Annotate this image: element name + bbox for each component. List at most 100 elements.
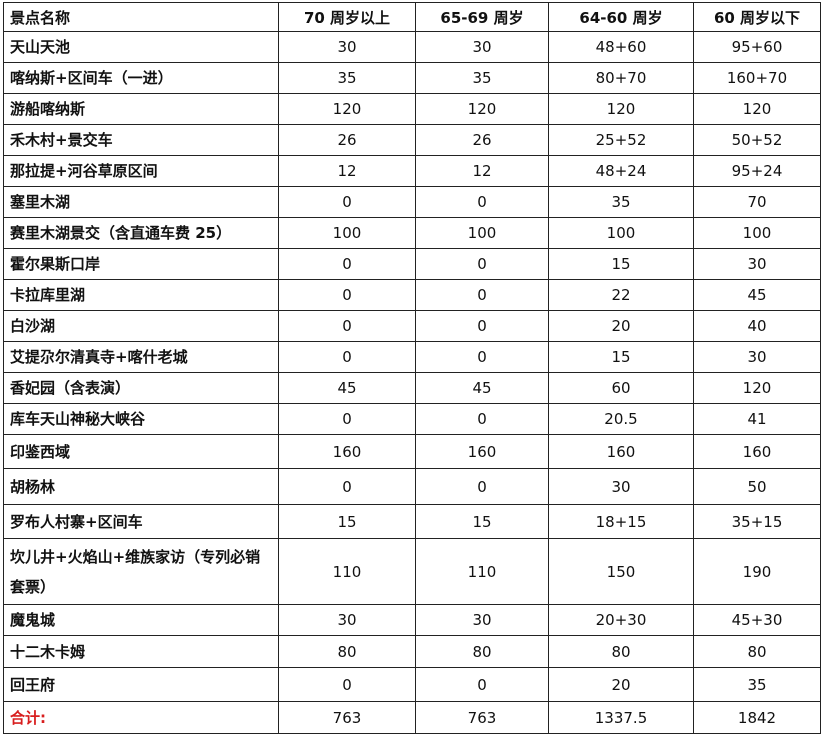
table-row: 喀纳斯+区间车（一进） 35 35 80+70 160+70 bbox=[3, 62, 821, 94]
table-row: 艾提尕尔清真寺+喀什老城 0 0 15 30 bbox=[3, 341, 821, 373]
total-age-60-64: 1337.5 bbox=[548, 701, 694, 734]
cell-age-under-60: 120 bbox=[693, 372, 821, 404]
table-row: 胡杨林 0 0 30 50 bbox=[3, 468, 821, 505]
cell-age-65-69: 12 bbox=[415, 155, 549, 187]
cell-age-60-64: 35 bbox=[548, 186, 694, 218]
table-row: 天山天池 30 30 48+60 95+60 bbox=[3, 31, 821, 63]
cell-age-under-60: 80 bbox=[693, 635, 821, 668]
cell-age-under-60: 50 bbox=[693, 468, 821, 505]
cell-name: 游船喀纳斯 bbox=[3, 93, 279, 125]
cell-age-65-69: 35 bbox=[415, 62, 549, 94]
cell-age-60-64: 18+15 bbox=[548, 504, 694, 539]
cell-age-65-69: 100 bbox=[415, 217, 549, 249]
table-row: 禾木村+景交车 26 26 25+52 50+52 bbox=[3, 124, 821, 156]
cell-age-70-plus: 0 bbox=[278, 468, 416, 505]
cell-age-70-plus: 0 bbox=[278, 248, 416, 280]
cell-age-65-69: 0 bbox=[415, 248, 549, 280]
cell-age-65-69: 80 bbox=[415, 635, 549, 668]
cell-age-60-64: 48+24 bbox=[548, 155, 694, 187]
cell-age-60-64: 30 bbox=[548, 468, 694, 505]
cell-age-60-64: 20 bbox=[548, 667, 694, 702]
cell-age-under-60: 95+60 bbox=[693, 31, 821, 63]
cell-age-60-64: 80 bbox=[548, 635, 694, 668]
cell-name: 那拉提+河谷草原区间 bbox=[3, 155, 279, 187]
cell-age-70-plus: 12 bbox=[278, 155, 416, 187]
cell-name: 坎儿井+火焰山+维族家访（专列必销套票） bbox=[3, 538, 279, 605]
cell-age-70-plus: 15 bbox=[278, 504, 416, 539]
cell-age-60-64: 160 bbox=[548, 434, 694, 469]
cell-age-60-64: 15 bbox=[548, 341, 694, 373]
cell-name: 赛里木湖景交（含直通车费 25） bbox=[3, 217, 279, 249]
cell-age-60-64: 48+60 bbox=[548, 31, 694, 63]
cell-age-60-64: 80+70 bbox=[548, 62, 694, 94]
cell-name: 艾提尕尔清真寺+喀什老城 bbox=[3, 341, 279, 373]
cell-name: 喀纳斯+区间车（一进） bbox=[3, 62, 279, 94]
cell-age-under-60: 120 bbox=[693, 93, 821, 125]
cell-name: 香妃园（含表演） bbox=[3, 372, 279, 404]
cell-age-under-60: 160+70 bbox=[693, 62, 821, 94]
total-label: 合计: bbox=[3, 701, 279, 734]
cell-age-70-plus: 30 bbox=[278, 604, 416, 636]
table-row: 十二木卡姆 80 80 80 80 bbox=[3, 635, 821, 668]
cell-name: 卡拉库里湖 bbox=[3, 279, 279, 311]
cell-name: 霍尔果斯口岸 bbox=[3, 248, 279, 280]
cell-age-under-60: 100 bbox=[693, 217, 821, 249]
table-row: 塞里木湖 0 0 35 70 bbox=[3, 186, 821, 218]
cell-age-65-69: 0 bbox=[415, 468, 549, 505]
cell-age-70-plus: 0 bbox=[278, 667, 416, 702]
cell-age-60-64: 120 bbox=[548, 93, 694, 125]
cell-age-under-60: 30 bbox=[693, 248, 821, 280]
cell-age-under-60: 45 bbox=[693, 279, 821, 311]
cell-name: 天山天池 bbox=[3, 31, 279, 63]
cell-name: 罗布人村寨+区间车 bbox=[3, 504, 279, 539]
header-age-65-69: 65-69 周岁 bbox=[415, 2, 549, 32]
cell-age-65-69: 30 bbox=[415, 31, 549, 63]
cell-age-60-64: 150 bbox=[548, 538, 694, 605]
cell-age-under-60: 160 bbox=[693, 434, 821, 469]
cell-name: 库车天山神秘大峡谷 bbox=[3, 403, 279, 435]
cell-age-under-60: 41 bbox=[693, 403, 821, 435]
cell-name: 回王府 bbox=[3, 667, 279, 702]
total-age-under-60: 1842 bbox=[693, 701, 821, 734]
cell-age-65-69: 30 bbox=[415, 604, 549, 636]
ticket-price-table: 景点名称 70 周岁以上 65-69 周岁 64-60 周岁 60 周岁以下 天… bbox=[3, 2, 821, 734]
cell-name: 禾木村+景交车 bbox=[3, 124, 279, 156]
cell-age-60-64: 100 bbox=[548, 217, 694, 249]
header-attraction-name: 景点名称 bbox=[3, 2, 279, 32]
cell-age-60-64: 15 bbox=[548, 248, 694, 280]
cell-age-70-plus: 26 bbox=[278, 124, 416, 156]
cell-age-under-60: 35 bbox=[693, 667, 821, 702]
cell-age-60-64: 20+30 bbox=[548, 604, 694, 636]
header-age-60-64: 64-60 周岁 bbox=[548, 2, 694, 32]
table-row: 白沙湖 0 0 20 40 bbox=[3, 310, 821, 342]
cell-name: 塞里木湖 bbox=[3, 186, 279, 218]
cell-age-65-69: 26 bbox=[415, 124, 549, 156]
total-age-65-69: 763 bbox=[415, 701, 549, 734]
cell-age-65-69: 110 bbox=[415, 538, 549, 605]
total-row: 合计: 763 763 1337.5 1842 bbox=[3, 701, 821, 734]
cell-age-70-plus: 120 bbox=[278, 93, 416, 125]
cell-age-60-64: 25+52 bbox=[548, 124, 694, 156]
cell-age-65-69: 160 bbox=[415, 434, 549, 469]
table-row: 印鉴西域 160 160 160 160 bbox=[3, 434, 821, 469]
cell-age-under-60: 30 bbox=[693, 341, 821, 373]
cell-age-70-plus: 30 bbox=[278, 31, 416, 63]
cell-age-65-69: 0 bbox=[415, 341, 549, 373]
cell-age-under-60: 45+30 bbox=[693, 604, 821, 636]
table-row: 游船喀纳斯 120 120 120 120 bbox=[3, 93, 821, 125]
table-row: 那拉提+河谷草原区间 12 12 48+24 95+24 bbox=[3, 155, 821, 187]
cell-age-65-69: 120 bbox=[415, 93, 549, 125]
cell-age-70-plus: 100 bbox=[278, 217, 416, 249]
cell-age-70-plus: 35 bbox=[278, 62, 416, 94]
table-row: 坎儿井+火焰山+维族家访（专列必销套票） 110 110 150 190 bbox=[3, 538, 821, 605]
table-row: 卡拉库里湖 0 0 22 45 bbox=[3, 279, 821, 311]
cell-name: 魔鬼城 bbox=[3, 604, 279, 636]
cell-age-under-60: 40 bbox=[693, 310, 821, 342]
header-age-under-60: 60 周岁以下 bbox=[693, 2, 821, 32]
cell-age-70-plus: 160 bbox=[278, 434, 416, 469]
cell-age-65-69: 15 bbox=[415, 504, 549, 539]
cell-age-70-plus: 0 bbox=[278, 341, 416, 373]
cell-age-65-69: 0 bbox=[415, 279, 549, 311]
cell-name: 白沙湖 bbox=[3, 310, 279, 342]
cell-age-70-plus: 0 bbox=[278, 403, 416, 435]
